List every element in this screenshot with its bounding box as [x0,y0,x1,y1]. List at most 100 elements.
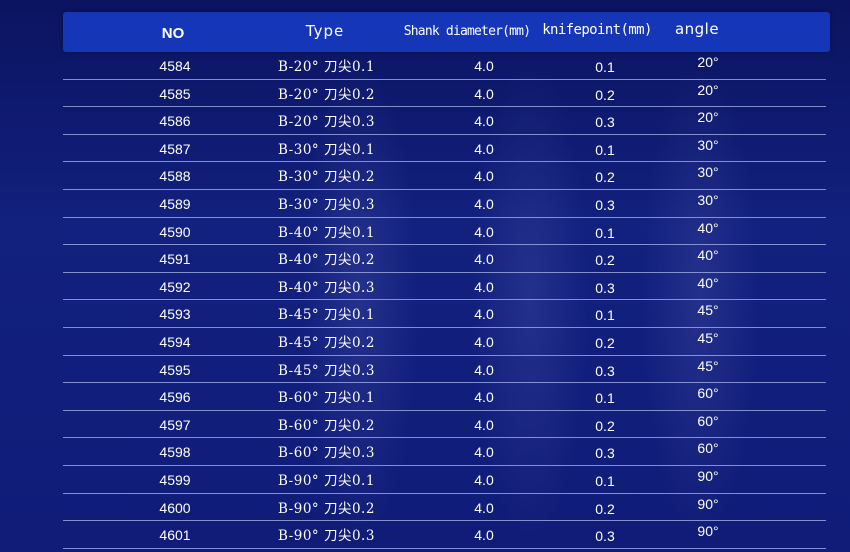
cell-no: 4592 [159,278,191,295]
cell-angle: 90° [697,467,719,484]
table-row: 4592 B-40° 刀尖0.3 4.0 0.3 40° [63,273,826,301]
table-row: 4586 B-20° 刀尖0.3 4.0 0.3 20° [63,107,826,135]
cell-angle: 20° [697,109,719,126]
cell-angle: 30° [697,164,719,181]
table-header: NO Type Shank diameter(mm) knifepoint(mm… [63,12,830,52]
cell-no: 4595 [159,361,191,378]
cell-angle: 60° [697,385,719,402]
cell-shank-diameter: 4.0 [474,223,494,240]
cell-angle: 45° [697,357,719,374]
cell-no: 4587 [159,140,191,157]
table-row: 4595 B-45° 刀尖0.3 4.0 0.3 45° [63,356,826,384]
cell-angle: 30° [697,191,719,208]
cell-type: B-40° 刀尖0.2 [278,252,375,269]
cell-knifepoint: 0.3 [595,114,615,131]
table-row: 4587 B-30° 刀尖0.1 4.0 0.1 30° [63,135,826,163]
table-row: 4600 B-90° 刀尖0.2 4.0 0.2 90° [63,494,826,522]
table-row: 4584 B-20° 刀尖0.1 4.0 0.1 20° [63,52,826,80]
table-row: 4588 B-30° 刀尖0.2 4.0 0.2 30° [63,162,826,190]
cell-type: B-45° 刀尖0.2 [278,334,375,351]
cell-type: B-60° 刀尖0.3 [278,445,375,462]
header-angle: angle [674,20,720,38]
cell-shank-diameter: 4.0 [474,113,494,130]
cell-no: 4588 [159,168,191,185]
cell-angle: 20° [697,81,719,98]
cell-shank-diameter: 4.0 [474,527,494,544]
header-shank-diameter: Shank diameter(mm) [403,24,531,39]
cell-angle: 90° [697,495,719,512]
table-row: 4599 B-90° 刀尖0.1 4.0 0.1 90° [63,466,826,494]
cell-knifepoint: 0.2 [595,500,615,517]
cell-knifepoint: 0.1 [595,59,615,75]
cell-angle: 60° [697,412,719,429]
table-row: 4590 B-40° 刀尖0.1 4.0 0.1 40° [63,218,826,246]
cell-knifepoint: 0.3 [595,279,615,296]
cell-angle: 20° [697,54,719,70]
cell-no: 4590 [159,223,191,240]
cell-shank-diameter: 4.0 [474,416,494,433]
cell-type: B-60° 刀尖0.2 [278,417,375,434]
cell-type: B-45° 刀尖0.3 [278,362,375,379]
cell-shank-diameter: 4.0 [474,333,494,350]
cell-type: B-20° 刀尖0.1 [278,59,375,75]
cell-no: 4596 [159,389,191,406]
table-row: 4594 B-45° 刀尖0.2 4.0 0.2 45° [63,328,826,356]
cell-shank-diameter: 4.0 [474,499,494,516]
cell-knifepoint: 0.2 [595,334,615,351]
table-body: 4584 B-20° 刀尖0.1 4.0 0.1 20° 4585 B-20° 刀尖0.2 4… [63,52,826,549]
cell-type: B-60° 刀尖0.1 [278,390,375,407]
cell-knifepoint: 0.1 [595,224,615,241]
cell-no: 4586 [159,113,191,130]
cell-knifepoint: 0.2 [595,169,615,186]
cell-type: B-30° 刀尖0.3 [278,196,375,213]
cell-angle: 45° [697,329,719,346]
cell-knifepoint: 0.3 [595,528,615,545]
cell-knifepoint: 0.3 [595,362,615,379]
cell-shank-diameter: 4.0 [474,471,494,488]
cell-shank-diameter: 4.0 [474,195,494,212]
cell-no: 4601 [159,527,191,544]
cell-shank-diameter: 4.0 [474,168,494,185]
table-row: 4601 B-90° 刀尖0.3 4.0 0.3 90° [63,521,826,549]
cell-type: B-30° 刀尖0.1 [278,141,375,158]
table-row: 4597 B-60° 刀尖0.2 4.0 0.2 60° [63,411,826,439]
cell-no: 4594 [159,333,191,350]
cell-knifepoint: 0.1 [595,472,615,489]
cell-shank-diameter: 4.0 [474,85,494,102]
header-knifepoint: knifepoint(mm) [542,22,652,38]
cell-angle: 30° [697,136,719,153]
cell-knifepoint: 0.3 [595,196,615,213]
header-no: NO [161,25,185,42]
cell-angle: 40° [697,247,719,264]
cell-type: B-40° 刀尖0.1 [278,224,375,241]
cell-no: 4591 [159,251,191,268]
cell-no: 4584 [159,58,191,74]
table-row: 4596 B-60° 刀尖0.1 4.0 0.1 60° [63,383,826,411]
cell-angle: 90° [697,523,719,540]
cell-no: 4597 [159,416,191,433]
cell-no: 4593 [159,306,191,323]
cell-knifepoint: 0.1 [595,141,615,158]
cell-shank-diameter: 4.0 [474,306,494,323]
cell-type: B-40° 刀尖0.3 [278,279,375,296]
cell-type: B-90° 刀尖0.1 [278,472,375,489]
cell-shank-diameter: 4.0 [474,361,494,378]
cell-angle: 40° [697,274,719,291]
cell-angle: 60° [697,440,719,457]
cell-shank-diameter: 4.0 [474,389,494,406]
cell-shank-diameter: 4.0 [474,251,494,268]
table-row: 4589 B-30° 刀尖0.3 4.0 0.3 30° [63,190,826,218]
cell-knifepoint: 0.2 [595,252,615,269]
cell-no: 4600 [159,499,191,516]
table-row: 4591 B-40° 刀尖0.2 4.0 0.2 40° [63,245,826,273]
cell-no: 4598 [159,444,191,461]
cell-shank-diameter: 4.0 [474,278,494,295]
cell-shank-diameter: 4.0 [474,140,494,157]
table-row: 4593 B-45° 刀尖0.1 4.0 0.1 45° [63,300,826,328]
cell-no: 4589 [159,195,191,212]
cell-angle: 45° [697,302,719,319]
cell-shank-diameter: 4.0 [474,58,494,74]
header-type: Type [305,22,345,40]
cell-knifepoint: 0.2 [595,86,615,103]
cell-type: B-90° 刀尖0.3 [278,528,375,545]
